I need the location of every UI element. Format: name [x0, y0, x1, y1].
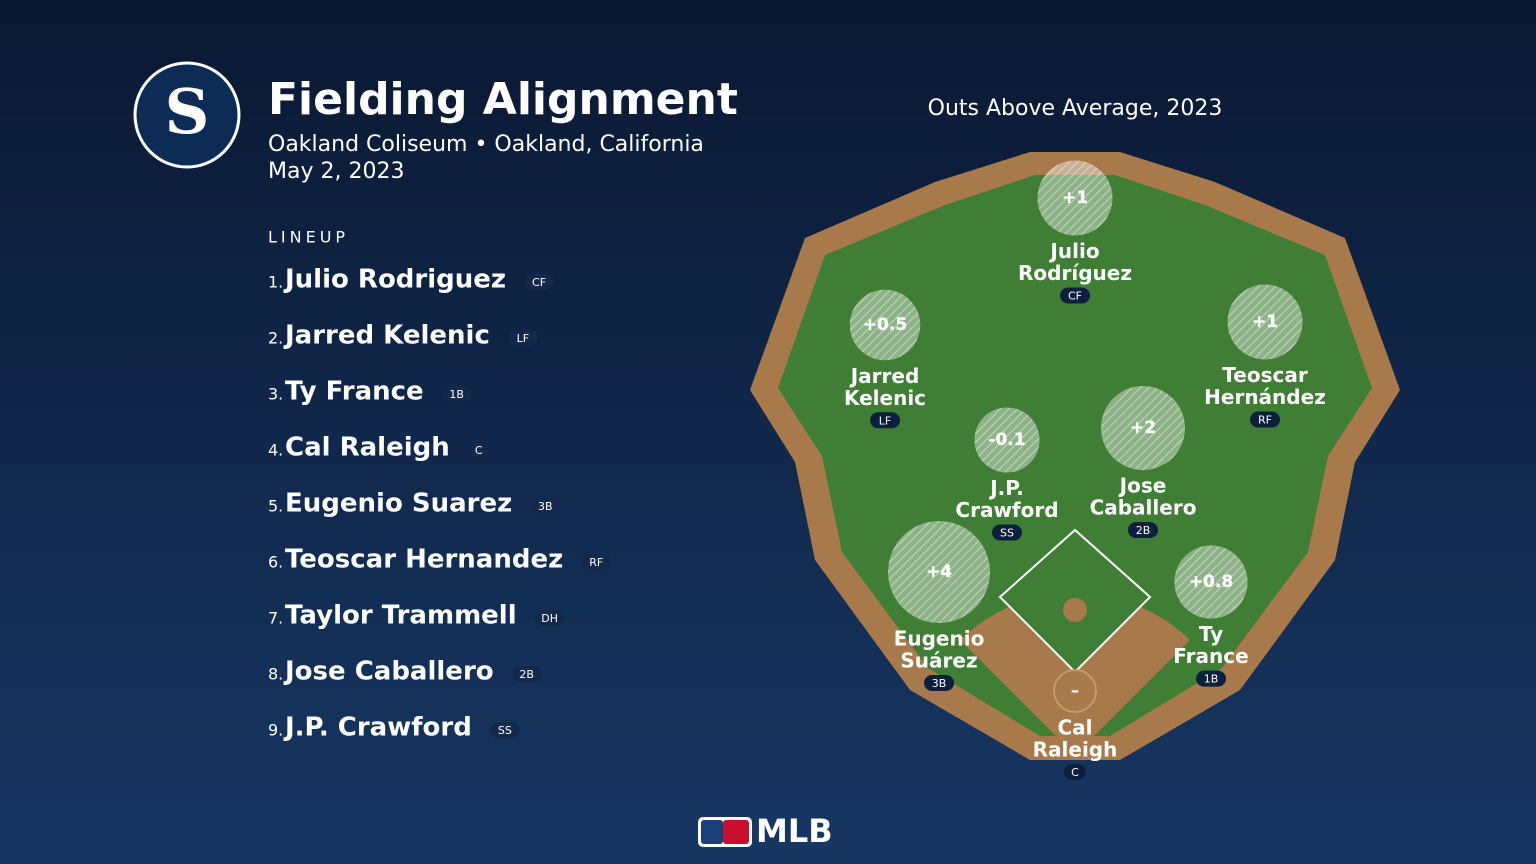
oaa-bubble	[1174, 545, 1248, 619]
position-badge	[530, 498, 561, 514]
position-label: LF	[517, 332, 529, 345]
team-logo	[133, 61, 241, 169]
catcher-marker	[1053, 669, 1097, 713]
lineup-name: Eugenio Suarez	[285, 489, 512, 519]
oaa-label: +1	[1062, 188, 1088, 208]
position-label: 1B	[1204, 673, 1219, 686]
position-label: SS	[1000, 527, 1014, 540]
lineup-name: Jose Caballero	[283, 657, 494, 687]
oaa-label: +0.5	[863, 315, 907, 335]
logo-letter: S	[165, 75, 210, 148]
lineup-name: Julio Rodriguez	[283, 265, 506, 295]
lineup-number: 5.	[268, 497, 283, 516]
oaa-bubble	[974, 407, 1040, 473]
player-name: Crawford	[955, 498, 1058, 522]
oaa-bubble	[849, 289, 921, 361]
position-label: 2B	[1136, 524, 1151, 537]
position-badge	[1064, 764, 1086, 780]
oaa-bubble	[1101, 386, 1185, 470]
player-name: Jarred	[849, 364, 920, 388]
position-label: 2B	[519, 668, 534, 681]
lineup-name: Cal Raleigh	[285, 433, 450, 463]
player-name: Eugenio	[894, 627, 985, 651]
position-badge	[924, 675, 954, 691]
lineup-number: 2.	[268, 329, 283, 348]
position-label: C	[475, 444, 483, 457]
position-badge	[524, 274, 555, 290]
lineup-number: 1.	[268, 273, 283, 292]
lineup-name: Taylor Trammell	[285, 601, 517, 631]
position-badge	[467, 442, 490, 458]
player-name: Ty	[1199, 622, 1223, 646]
position-label: 3B	[538, 500, 553, 513]
player-name: Suárez	[900, 649, 977, 673]
position-label: RF	[589, 556, 603, 569]
oaa-label: +0.8	[1189, 572, 1233, 592]
title: Fielding Alignment	[268, 74, 738, 125]
position-label: SS	[498, 724, 512, 737]
position-badge	[511, 666, 542, 682]
position-badge	[992, 524, 1022, 541]
mlb-logo-blue	[701, 820, 723, 844]
player-name: Hernández	[1204, 385, 1326, 409]
mlb-logo-red	[723, 820, 749, 844]
lineup-number: 4.	[268, 441, 283, 460]
position-label: CF	[1068, 290, 1082, 303]
player-name: Teoscar	[1222, 363, 1308, 387]
oaa-bubble	[1227, 284, 1303, 360]
oaa-label: –	[1071, 681, 1080, 701]
lineup-number: 9.	[268, 721, 283, 740]
lineup-number: 6.	[268, 553, 283, 572]
player-name: Kelenic	[844, 386, 926, 410]
position-label: C	[1071, 766, 1079, 779]
field-title: Outs Above Average, 2023	[928, 96, 1223, 121]
position-label: CF	[532, 276, 546, 289]
player-name: France	[1173, 644, 1248, 668]
lineup-number: 8.	[268, 665, 283, 684]
position-badge	[507, 330, 538, 346]
lineup-heading: LINEUP	[268, 228, 349, 247]
lineup-name: Teoscar Hernandez	[285, 545, 563, 575]
player-name: Raleigh	[1033, 738, 1118, 762]
player-name: Julio	[1048, 239, 1099, 263]
position-badge	[581, 554, 612, 570]
oaa-label: +1	[1252, 312, 1278, 332]
position-label: 3B	[932, 677, 947, 690]
venue: Oakland Coliseum • Oakland, California	[268, 132, 704, 157]
player-name: Caballero	[1090, 496, 1197, 520]
player-name: Jose	[1118, 474, 1167, 498]
lineup-name: Ty France	[285, 377, 424, 407]
position-badge	[1060, 287, 1090, 304]
lineup-name: J.P. Crawford	[283, 713, 472, 743]
position-badge	[1196, 670, 1226, 687]
lineup-number: 3.	[268, 385, 283, 404]
lineup-name: Jarred Kelenic	[283, 321, 490, 351]
position-badge	[870, 412, 900, 429]
date: May 2, 2023	[268, 159, 404, 184]
position-badge	[441, 386, 472, 402]
position-label: 1B	[449, 388, 464, 401]
position-label: LF	[879, 414, 891, 427]
oaa-label: -0.1	[988, 430, 1025, 450]
position-label: RF	[1258, 414, 1272, 427]
position-badge	[1128, 522, 1158, 538]
player-name: J.P.	[988, 476, 1024, 500]
mlb-brand: MLB	[756, 812, 833, 850]
oaa-bubble	[1037, 160, 1113, 236]
position-badge	[489, 722, 520, 738]
position-badge	[1250, 411, 1280, 428]
position-badge	[534, 610, 565, 626]
player-name: Cal	[1057, 716, 1092, 740]
oaa-bubble	[888, 521, 990, 623]
position-label: DH	[541, 612, 558, 625]
oaa-label: +4	[926, 562, 952, 582]
pitchers-mound	[1063, 598, 1087, 622]
lineup-number: 7.	[268, 609, 283, 628]
player-name: Rodríguez	[1018, 261, 1132, 285]
oaa-label: +2	[1130, 418, 1156, 438]
